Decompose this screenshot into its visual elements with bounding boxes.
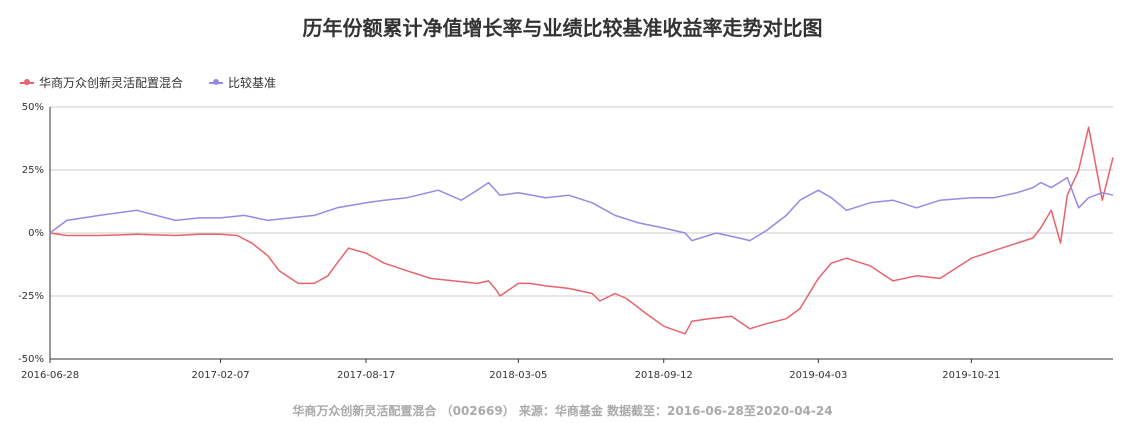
x-tick-label: 2017-08-17 bbox=[337, 370, 395, 381]
x-tick-label: 2019-04-03 bbox=[789, 370, 847, 381]
y-tick-label: 25% bbox=[22, 165, 44, 176]
y-tick-label: 50% bbox=[22, 102, 44, 113]
x-tick-label: 2019-10-21 bbox=[942, 370, 1000, 381]
series-line-fund bbox=[49, 126, 1114, 335]
legend-benchmark-marker bbox=[209, 78, 224, 85]
footer-source: 华商万众创新灵活配置混合 （002669） 来源：华商基金 数据截至：2016-… bbox=[292, 404, 833, 418]
legend-fund-marker bbox=[20, 78, 34, 85]
legend-item-fund[interactable]: 华商万众创新灵活配置混合 bbox=[20, 74, 183, 91]
x-tick-label: 2016-06-28 bbox=[21, 370, 79, 381]
y-tick-label: -50% bbox=[18, 354, 44, 365]
x-tick-label: 2017-02-07 bbox=[192, 370, 250, 381]
legend-item-benchmark[interactable]: 比较基准 bbox=[209, 74, 276, 91]
legend-fund-label: 华商万众创新灵活配置混合 bbox=[39, 76, 184, 90]
legend: 华商万众创新灵活配置混合 比较基准 bbox=[20, 74, 302, 91]
legend-benchmark-label: 比较基准 bbox=[228, 76, 277, 90]
chart-title: 历年份额累计净值增长率与业绩比较基准收益率走势对比图 bbox=[302, 16, 823, 40]
y-tick-label: 0% bbox=[28, 228, 44, 239]
series-line-benchmark bbox=[49, 176, 1114, 242]
x-tick-label: 2018-03-05 bbox=[489, 370, 547, 381]
y-tick-label: -25% bbox=[18, 291, 44, 302]
x-tick-label: 2018-09-12 bbox=[635, 370, 693, 381]
